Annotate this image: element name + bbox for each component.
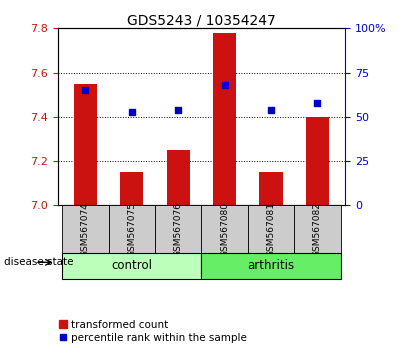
Bar — [62, 205, 109, 253]
Point — [175, 107, 182, 113]
Point — [82, 87, 89, 93]
Legend: transformed count, percentile rank within the sample: transformed count, percentile rank withi… — [55, 315, 251, 347]
Title: GDS5243 / 10354247: GDS5243 / 10354247 — [127, 13, 276, 27]
Point — [314, 100, 321, 105]
Bar — [248, 205, 294, 253]
Point — [268, 107, 274, 113]
Bar — [62, 253, 201, 279]
Bar — [259, 172, 283, 205]
Text: GSM567076: GSM567076 — [174, 202, 182, 257]
Bar — [201, 205, 248, 253]
Bar — [166, 150, 190, 205]
Point — [129, 109, 135, 114]
Bar — [201, 253, 341, 279]
Text: GSM567075: GSM567075 — [127, 202, 136, 257]
Point — [221, 82, 228, 88]
Bar — [74, 84, 97, 205]
Bar — [213, 33, 236, 205]
Text: GSM567080: GSM567080 — [220, 202, 229, 257]
Text: control: control — [111, 259, 152, 272]
Text: disease state: disease state — [4, 257, 74, 267]
Text: GSM567074: GSM567074 — [81, 202, 90, 257]
Bar — [109, 205, 155, 253]
Text: arthritis: arthritis — [247, 259, 295, 272]
Text: GSM567081: GSM567081 — [266, 202, 275, 257]
Bar — [306, 117, 329, 205]
Bar — [294, 205, 341, 253]
Text: GSM567082: GSM567082 — [313, 202, 322, 257]
Bar — [155, 205, 201, 253]
Bar — [120, 172, 143, 205]
